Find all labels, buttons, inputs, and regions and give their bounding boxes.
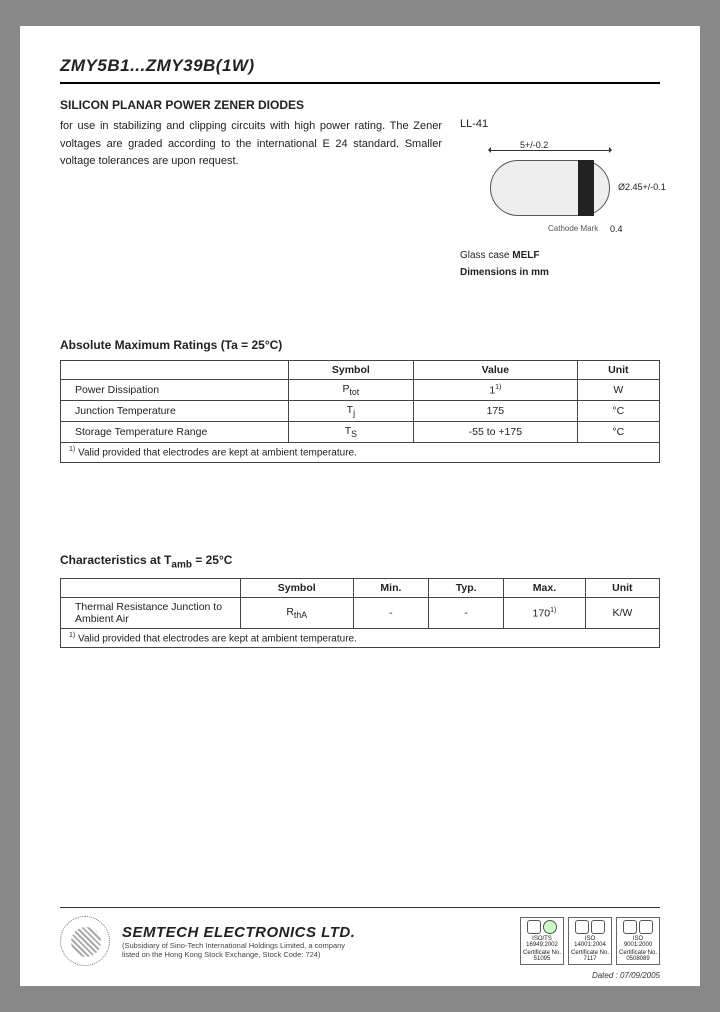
cert-badge: ISO 9001:2000 Certificate No. 0508089: [616, 917, 660, 965]
package-caption-2: Dimensions in mm: [460, 267, 660, 278]
dim-arrow-length: [490, 150, 610, 151]
moody-icon: [575, 920, 589, 934]
caption-dims: Dimensions in mm: [460, 267, 549, 278]
cell-unit: K/W: [585, 598, 659, 629]
cell-unit: °C: [577, 401, 659, 422]
caption-melf: MELF: [512, 250, 539, 261]
col-param: [61, 579, 241, 598]
cell-symbol: Ptot: [288, 380, 413, 401]
abs-ratings-heading: Absolute Maximum Ratings (Ta = 25°C): [60, 338, 660, 352]
col-param: [61, 361, 289, 380]
subtitle: SILICON PLANAR POWER ZENER DIODES: [60, 98, 660, 112]
cell-unit: W: [577, 380, 659, 401]
page-title: ZMY5B1...ZMY39B(1W): [60, 56, 660, 76]
cell-label: Power Dissipation: [61, 380, 289, 401]
cell-symbol: Tj: [288, 401, 413, 422]
page-footer: SEMTECH ELECTRONICS LTD. (Subsidiary of …: [60, 907, 660, 966]
table-footnote: 1) Valid provided that electrodes are ke…: [61, 443, 660, 462]
cert-badges: ISO/TS 16949:2002 Certificate No. 51095 …: [520, 917, 660, 965]
company-block: SEMTECH ELECTRONICS LTD. (Subsidiary of …: [122, 924, 508, 959]
col-unit: Unit: [577, 361, 659, 380]
iqnet-icon: [543, 920, 557, 934]
cell-value: 175: [414, 401, 578, 422]
cell-max: 1701): [504, 598, 586, 629]
col-max: Max.: [504, 579, 586, 598]
package-figure: 5+/-0.2 Ø2.45+/-0.1 0.4 Cathode Mark: [460, 134, 650, 244]
company-sub1: (Subsidiary of Sino-Tech International H…: [122, 941, 508, 950]
col-value: Value: [414, 361, 578, 380]
intro-row: for use in stabilizing and clipping circ…: [60, 118, 660, 278]
intro-text: for use in stabilizing and clipping circ…: [60, 118, 442, 278]
table-header-row: Symbol Value Unit: [61, 361, 660, 380]
col-symbol: Symbol: [240, 579, 353, 598]
ukas-icon: [591, 920, 605, 934]
table-row: Thermal Resistance Junction to Ambient A…: [61, 598, 660, 629]
cell-label: Junction Temperature: [61, 401, 289, 422]
cert-no: Certificate No. 7117: [571, 950, 609, 962]
cell-symbol: TS: [288, 422, 413, 443]
package-drawing: LL-41 5+/-0.2 Ø2.45+/-0.1 0.4 Cathode Ma…: [460, 118, 660, 278]
col-min: Min.: [353, 579, 428, 598]
cert-std: ISO 9001:2000: [619, 936, 657, 948]
cert-badge: ISO/TS 16949:2002 Certificate No. 51095: [520, 917, 564, 965]
title-rule: [60, 82, 660, 84]
caption-glass: Glass case: [460, 250, 509, 261]
table-row: Storage Temperature Range TS -55 to +175…: [61, 422, 660, 443]
cert-std: ISO 14001:2004: [571, 936, 609, 948]
footnote-text: Valid provided that electrodes are kept …: [78, 633, 357, 644]
cathode-band: [578, 160, 594, 216]
table-header-row: Symbol Min. Typ. Max. Unit: [61, 579, 660, 598]
dated-label: Dated : 07/09/2005: [592, 971, 660, 980]
characteristics-heading: Characteristics at Tamb = 25°C: [60, 553, 660, 570]
package-caption-1: Glass case MELF: [460, 250, 660, 261]
company-seal-icon: [60, 916, 110, 966]
footnote-text: Valid provided that electrodes are kept …: [78, 448, 357, 459]
package-label: LL-41: [460, 118, 660, 130]
cert-badge: ISO 14001:2004 Certificate No. 7117: [568, 917, 612, 965]
cell-symbol: RthA: [240, 598, 353, 629]
table-row: Junction Temperature Tj 175 °C: [61, 401, 660, 422]
datasheet-page: ZMY5B1...ZMY39B(1W) SILICON PLANAR POWER…: [20, 26, 700, 986]
cell-value: -55 to +175: [414, 422, 578, 443]
table-footnote: 1) Valid provided that electrodes are ke…: [61, 629, 660, 648]
characteristics-table: Symbol Min. Typ. Max. Unit Thermal Resis…: [60, 578, 660, 648]
dim-diameter: Ø2.45+/-0.1: [618, 182, 666, 192]
cell-value: 11): [414, 380, 578, 401]
cell-min: -: [353, 598, 428, 629]
dim-length: 5+/-0.2: [520, 140, 548, 150]
cert-no: Certificate No. 0508089: [619, 950, 657, 962]
dim-band: 0.4: [610, 224, 623, 234]
col-symbol: Symbol: [288, 361, 413, 380]
col-typ: Typ.: [429, 579, 504, 598]
cell-label: Storage Temperature Range: [61, 422, 289, 443]
abs-ratings-table: Symbol Value Unit Power Dissipation Ptot…: [60, 360, 660, 463]
cathode-label: Cathode Mark: [548, 224, 598, 233]
cell-unit: °C: [577, 422, 659, 443]
moody-icon: [527, 920, 541, 934]
cert-std: ISO/TS 16949:2002: [523, 936, 561, 948]
col-unit: Unit: [585, 579, 659, 598]
moody-icon: [623, 920, 637, 934]
cert-no: Certificate No. 51095: [523, 950, 561, 962]
ukas-icon: [639, 920, 653, 934]
cell-label: Thermal Resistance Junction to Ambient A…: [61, 598, 241, 629]
company-sub2: listed on the Hong Kong Stock Exchange, …: [122, 950, 508, 959]
table-row: Power Dissipation Ptot 11) W: [61, 380, 660, 401]
cell-typ: -: [429, 598, 504, 629]
company-name: SEMTECH ELECTRONICS LTD.: [122, 924, 508, 941]
